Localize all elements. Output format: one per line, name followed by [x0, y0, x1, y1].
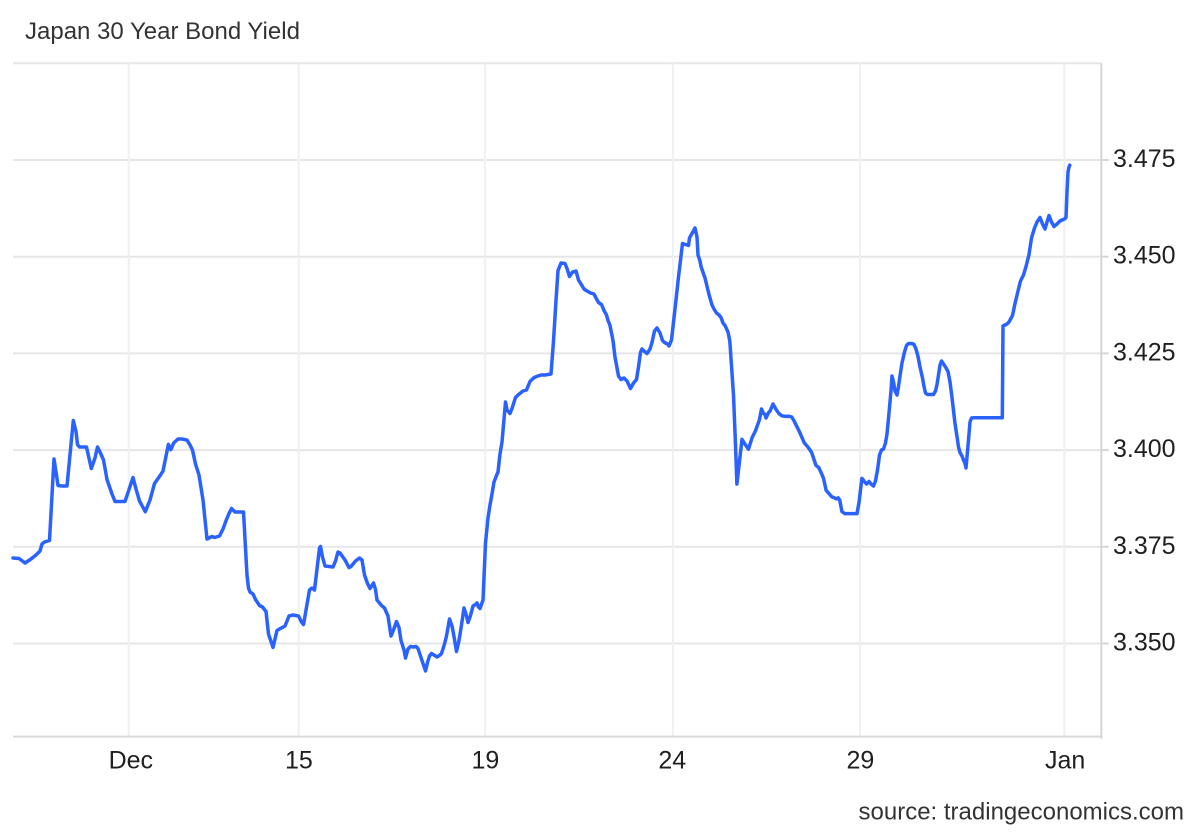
- svg-text:3.450: 3.450: [1113, 242, 1176, 270]
- svg-text:24: 24: [658, 746, 686, 774]
- svg-text:Japan 30 Year Bond Yield: Japan 30 Year Bond Yield: [25, 18, 300, 45]
- svg-text:3.400: 3.400: [1113, 435, 1176, 463]
- svg-text:3.350: 3.350: [1113, 629, 1176, 657]
- svg-text:Dec: Dec: [109, 746, 153, 774]
- svg-text:3.425: 3.425: [1113, 338, 1176, 366]
- svg-text:15: 15: [285, 746, 313, 774]
- svg-text:19: 19: [471, 746, 499, 774]
- svg-text:3.475: 3.475: [1113, 145, 1176, 173]
- svg-text:29: 29: [846, 746, 874, 774]
- svg-text:source: tradingeconomics.com: source: tradingeconomics.com: [859, 799, 1184, 826]
- svg-text:3.375: 3.375: [1113, 532, 1176, 560]
- svg-text:Jan: Jan: [1045, 746, 1085, 774]
